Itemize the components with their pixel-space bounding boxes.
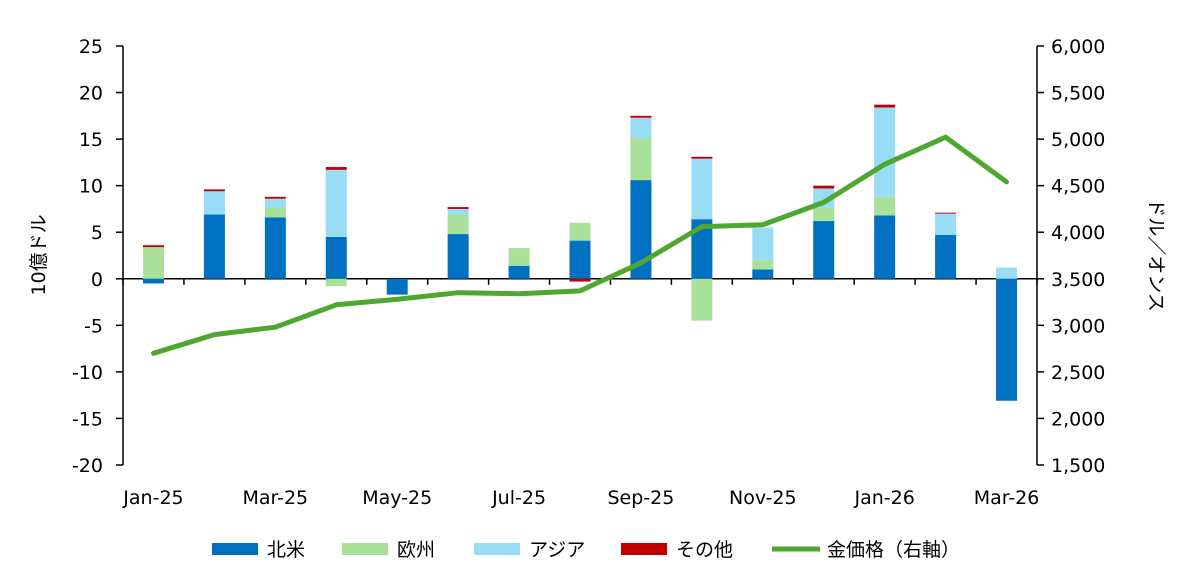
- bar-segment-2-apr-25: [325, 278, 347, 287]
- legend-item-north-america: 北米: [212, 539, 305, 561]
- bar-segment-1-mar-26: [996, 278, 1018, 401]
- legend-item-europe: 欧州: [342, 539, 435, 561]
- legend-swatch: [474, 543, 520, 555]
- bar-segment-1-nov-25: [752, 269, 774, 279]
- bar-segment-3-sep-25: [630, 117, 652, 139]
- bar-segment-1-may-25: [386, 278, 408, 295]
- bar-segment-4-aug-25: [569, 278, 591, 282]
- left-y-tick-label: 15: [79, 129, 103, 151]
- legend-swatch: [621, 543, 667, 555]
- right-y-tick-label: 4,500: [1051, 176, 1105, 198]
- bar-segment-1-aug-25: [569, 240, 591, 279]
- legend-label: その他: [676, 539, 733, 561]
- x-tick-label: Nov-25: [729, 487, 797, 509]
- bar-segment-2-aug-25: [569, 222, 591, 241]
- x-tick-label: Mar-26: [974, 487, 1040, 509]
- bar-segment-2-jan-25: [142, 247, 164, 279]
- bar-segment-4-jan-25: [142, 245, 164, 248]
- right-y-tick-label: 2,500: [1051, 362, 1105, 384]
- bar-segment-1-sep-25: [630, 180, 652, 279]
- bar-segment-1-mar-25: [264, 217, 286, 279]
- left-y-tick-label: -5: [84, 315, 103, 337]
- bar-segment-1-feb-25: [203, 214, 225, 279]
- left-y-tick-label: -15: [72, 408, 103, 430]
- left-y-tick-label: 20: [79, 83, 103, 105]
- right-y-tick-label: 3,000: [1051, 315, 1105, 337]
- bars-layer: [142, 104, 1018, 401]
- left-y-tick-label: 0: [91, 269, 103, 291]
- labels-layer: -20 -15 -10 -5 0 5 10 15 20 25 1,500 2,000 2,500 3,00…: [28, 36, 1167, 509]
- bar-segment-4-jan-26: [874, 104, 896, 108]
- bar-segment-1-oct-25: [691, 219, 713, 279]
- bar-segment-2-oct-25: [691, 278, 713, 321]
- bar-segment-1-apr-25: [325, 236, 347, 279]
- right-y-tick-label: 3,500: [1051, 269, 1105, 291]
- left-y-axis-title: 10億ドル: [28, 214, 50, 295]
- left-y-tick-label: 5: [91, 222, 103, 244]
- bar-segment-2-nov-25: [752, 260, 774, 270]
- legend: 北米 欧州 アジア その他 金価格（右軸）: [212, 539, 960, 561]
- bar-segment-4-oct-25: [691, 156, 713, 159]
- legend-item-gold-price: 金価格（右軸）: [772, 539, 960, 561]
- x-tick-label: Sep-25: [608, 487, 675, 509]
- legend-item-other: その他: [621, 539, 733, 561]
- bar-segment-1-dec-25: [813, 221, 835, 279]
- left-y-tick-label: -20: [72, 455, 103, 477]
- bar-segment-1-jan-26: [874, 215, 896, 279]
- right-y-tick-label: 5,000: [1051, 129, 1105, 151]
- bar-segment-2-mar-25: [264, 208, 286, 218]
- bar-segment-3-nov-25: [752, 227, 774, 261]
- legend-item-asia: アジア: [474, 539, 585, 561]
- bar-segment-2-sep-25: [630, 138, 652, 181]
- bar-segment-3-feb-26: [935, 213, 957, 236]
- right-y-tick-label: 2,000: [1051, 408, 1105, 430]
- legend-label: 金価格（右軸）: [827, 539, 960, 561]
- x-tick-label: Jan-25: [122, 487, 183, 509]
- bar-segment-1-jun-25: [447, 234, 469, 279]
- bar-segment-3-feb-25: [203, 191, 225, 215]
- right-y-axis-title: ドル／オンス: [1145, 198, 1167, 312]
- x-tick-label: Jul-25: [491, 487, 546, 509]
- bar-segment-3-jan-26: [874, 107, 896, 197]
- x-tick-label: Mar-25: [242, 487, 308, 509]
- x-tick-label: Jan-26: [854, 487, 915, 509]
- left-y-tick-label: 10: [79, 176, 103, 198]
- x-tick-label: May-25: [362, 487, 432, 509]
- gold-price-line: [151, 134, 1009, 356]
- bar-segment-4-apr-25: [325, 167, 347, 170]
- bar-segment-4-feb-26: [935, 212, 957, 214]
- bar-segment-2-jun-25: [447, 214, 469, 235]
- bar-segment-2-jul-25: [508, 248, 530, 266]
- bar-segment-1-jul-25: [508, 265, 530, 279]
- bar-segment-4-mar-25: [264, 196, 286, 199]
- left-y-tick-label: -10: [72, 362, 103, 384]
- bar-segment-1-jan-25: [142, 278, 164, 284]
- right-y-tick-label: 6,000: [1051, 36, 1105, 58]
- legend-label: 北米: [267, 539, 305, 561]
- bar-segment-2-dec-25: [813, 208, 835, 222]
- right-y-tick-label: 4,000: [1051, 222, 1105, 244]
- bar-segment-4-jun-25: [447, 207, 469, 209]
- right-y-tick-label: 5,500: [1051, 83, 1105, 105]
- bar-segment-4-feb-25: [203, 189, 225, 192]
- legend-swatch: [212, 543, 258, 555]
- bar-segment-3-apr-25: [325, 169, 347, 237]
- line-layer: [151, 134, 1009, 356]
- bar-segment-3-jun-25: [447, 208, 469, 215]
- legend-label: 欧州: [397, 539, 435, 561]
- left-y-tick-label: 25: [79, 36, 103, 58]
- bar-segment-2-jan-26: [874, 196, 896, 216]
- bar-segment-3-mar-25: [264, 198, 286, 209]
- bar-segment-4-dec-25: [813, 185, 835, 189]
- right-y-tick-label: 1,500: [1051, 455, 1105, 477]
- legend-swatch: [342, 543, 388, 555]
- bar-segment-3-oct-25: [691, 158, 713, 220]
- legend-label: アジア: [529, 539, 585, 561]
- bar-segment-3-mar-26: [996, 267, 1018, 279]
- bar-segment-1-feb-26: [935, 235, 957, 279]
- bar-segment-4-sep-25: [630, 115, 652, 118]
